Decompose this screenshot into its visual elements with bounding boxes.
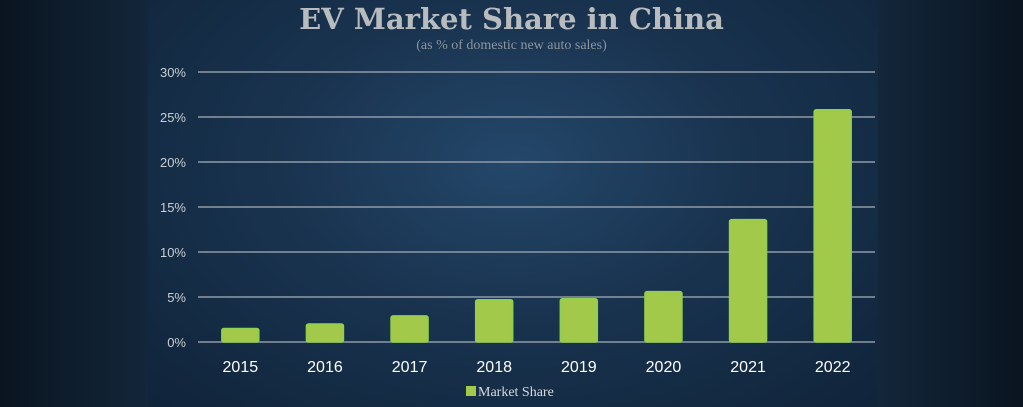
bar-2022 — [813, 109, 852, 343]
chart-subtitle: (as % of domestic new auto sales) — [416, 38, 607, 53]
y-tick-label: 5% — [167, 290, 186, 305]
y-tick-label: 25% — [160, 110, 186, 125]
y-tick-label: 0% — [167, 335, 186, 350]
bar-2015 — [221, 327, 260, 343]
background-right — [878, 0, 1023, 407]
y-tick-label: 10% — [160, 245, 186, 260]
legend-swatch — [466, 386, 476, 396]
background-left — [0, 0, 148, 407]
x-tick-label: 2022 — [815, 359, 851, 376]
bar-2018 — [474, 298, 514, 343]
y-tick-label: 30% — [160, 65, 186, 80]
bar-2019 — [559, 298, 599, 343]
bar-2021 — [728, 218, 768, 343]
x-tick-label: 2018 — [476, 359, 512, 376]
bar-2020 — [644, 290, 683, 343]
y-tick-label: 20% — [160, 155, 186, 170]
chart-title: EV Market Share in China — [299, 2, 724, 36]
x-tick-label: 2020 — [646, 359, 682, 376]
bar-2016 — [305, 323, 345, 343]
bar-2017 — [390, 315, 429, 343]
x-tick-label: 2016 — [307, 359, 343, 376]
x-tick-label: 2019 — [561, 359, 597, 376]
y-tick-label: 15% — [160, 200, 186, 215]
x-tick-label: 2015 — [223, 359, 259, 376]
x-tick-label: 2021 — [730, 359, 766, 376]
x-tick-label: 2017 — [392, 359, 428, 376]
legend-label: Market Share — [478, 385, 554, 400]
